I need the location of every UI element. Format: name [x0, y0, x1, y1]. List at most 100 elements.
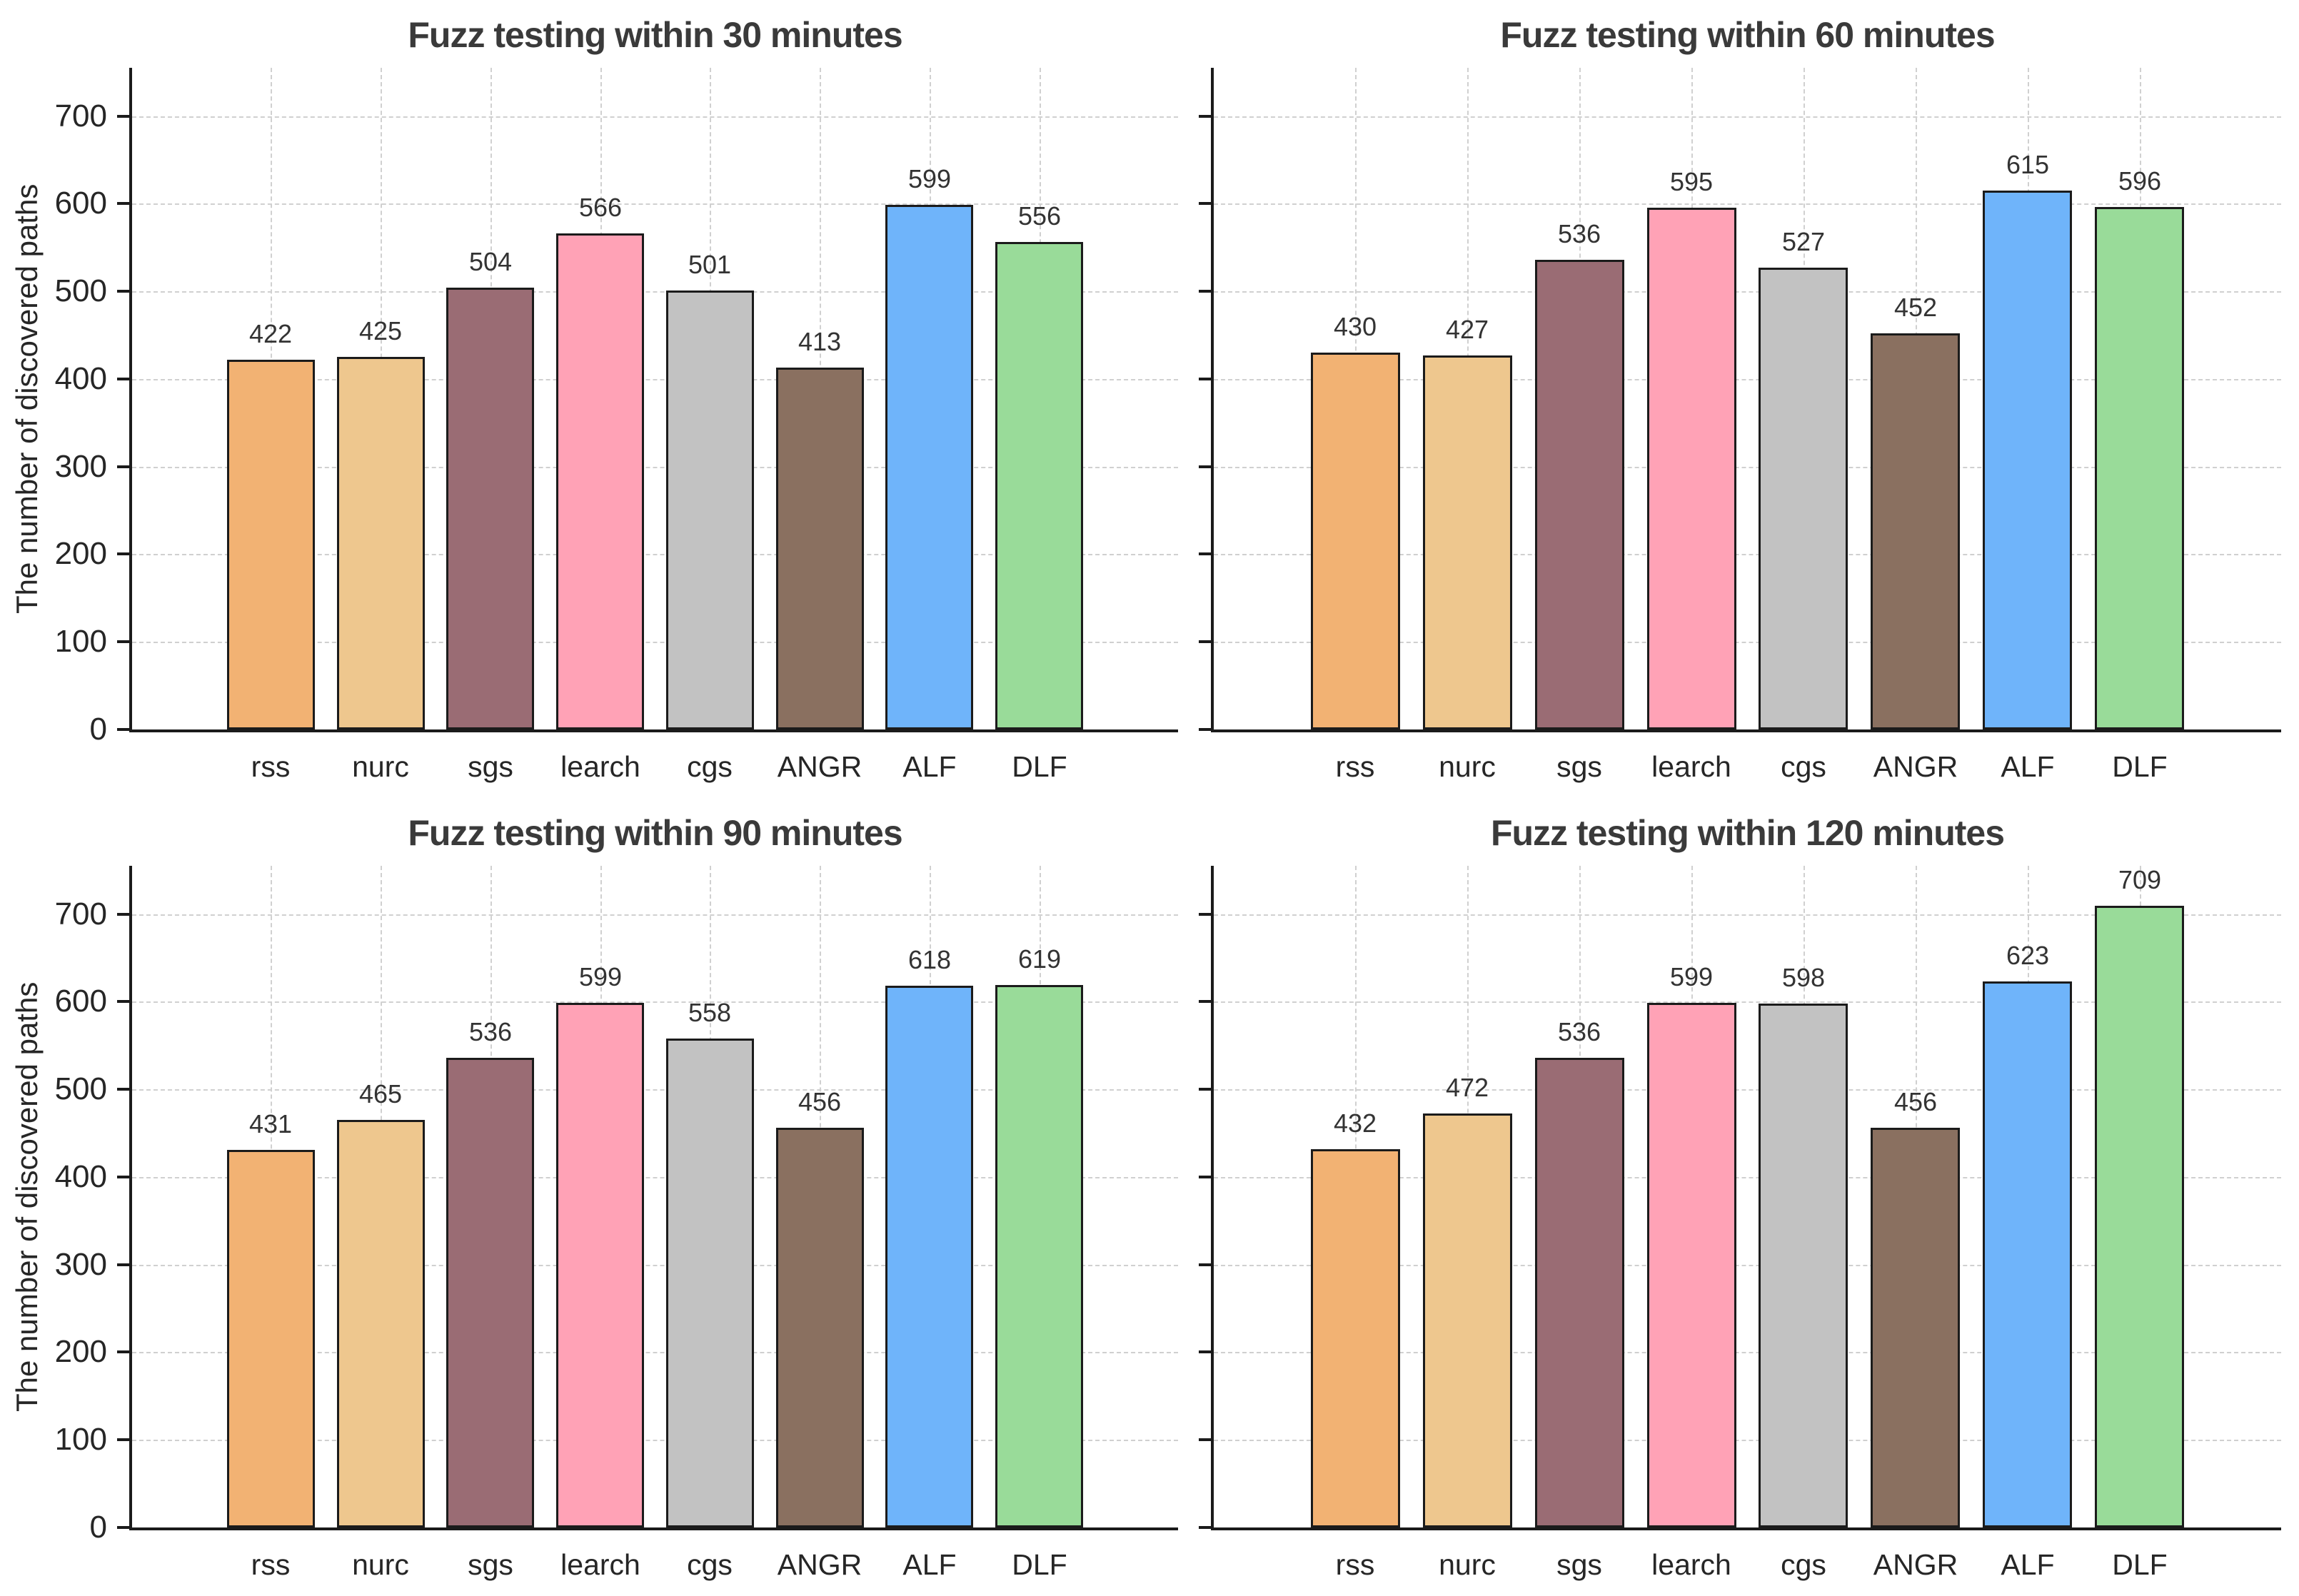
bar-DLF: [995, 242, 1083, 729]
bar-value-label: 501: [688, 250, 732, 279]
x-tick-label-cgs: cgs: [1781, 1548, 1826, 1581]
chart-title: Fuzz testing within 90 minutes: [408, 813, 902, 853]
x-tick-label-learch: learch: [560, 1548, 640, 1581]
y-tick-label: 500: [54, 1071, 107, 1107]
gridline-h: [1214, 1001, 2281, 1004]
x-axis-spine: [129, 1527, 1178, 1530]
bar-value-label: 709: [2118, 865, 2162, 894]
x-tick-label-DLF: DLF: [1012, 1548, 1067, 1581]
y-tick-label: 700: [54, 896, 107, 931]
x-tick-label-DLF: DLF: [2112, 1548, 2168, 1581]
x-axis-spine: [1211, 1527, 2281, 1530]
bar-value-label: 599: [578, 962, 623, 991]
plot-area: 422 425 504 566 501 413 599 556 0 100 200 300 400 500…: [0, 0, 1178, 798]
x-tick-label-learch: learch: [560, 750, 640, 783]
plot-area: 431 465 536 599 558 456 618 619 0 100 200 300 400 500…: [0, 798, 1178, 1596]
x-tick-label-ALF: ALF: [2001, 750, 2055, 783]
bar-cgs: [666, 291, 754, 729]
gridline-h: [132, 1440, 1178, 1442]
gridline-h: [132, 1176, 1178, 1178]
y-axis-label: The number of discovered paths: [10, 981, 44, 1412]
gridline-h: [1214, 1089, 2281, 1091]
y-axis-spine: [1211, 68, 1214, 732]
bar-value-label: 556: [1017, 201, 1062, 231]
x-tick-label-nurc: nurc: [352, 1548, 409, 1581]
gridline-h: [1214, 466, 2281, 468]
bar-value-label: 598: [1781, 963, 1826, 992]
bar-value-label: 504: [468, 247, 513, 276]
x-tick-label-DLF: DLF: [1012, 750, 1067, 783]
x-tick-label-cgs: cgs: [1781, 750, 1826, 783]
y-tick: [117, 1088, 129, 1091]
bar-DLF: [2095, 207, 2184, 729]
chart-title: Fuzz testing within 60 minutes: [1500, 15, 1995, 55]
y-tick-label: 400: [54, 1158, 107, 1194]
bar-ANGR: [776, 1128, 864, 1527]
bar-value-label: 623: [2006, 941, 2050, 970]
x-tick-label-ALF: ALF: [902, 1548, 957, 1581]
y-tick: [117, 465, 129, 468]
bar-ALF: [1983, 191, 2072, 729]
bar-value-label: 432: [1333, 1108, 1377, 1138]
x-axis-spine: [1211, 729, 2281, 732]
bar-sgs: [1535, 260, 1624, 729]
x-tick-label-ALF: ALF: [902, 750, 957, 783]
y-tick: [1199, 114, 1211, 118]
y-axis-spine: [129, 866, 132, 1530]
bar-value-label: 599: [1669, 962, 1714, 991]
bar-cgs: [1759, 1004, 1848, 1527]
chart-fuzz-30min: Fuzz testing within 30 minutes 422 425 504…: [0, 0, 1178, 798]
bar-sgs: [446, 288, 534, 729]
bar-rss: [227, 1150, 315, 1527]
gridline-h: [132, 466, 1178, 468]
plot-area: 430 427 536 595 527 452 615 596 rss nurc sgs learch…: [1150, 0, 2299, 798]
bar-ANGR: [776, 368, 864, 729]
y-tick: [117, 1438, 129, 1442]
x-tick-label-nurc: nurc: [1439, 1548, 1496, 1581]
y-tick: [1199, 1350, 1211, 1354]
y-tick: [117, 1000, 129, 1004]
y-tick: [117, 114, 129, 118]
bar-value-label: 595: [1669, 167, 1714, 196]
y-tick: [1199, 912, 1211, 916]
bar-nurc: [337, 1120, 425, 1527]
bar-ALF: [1983, 981, 2072, 1527]
chart-fuzz-120min: Fuzz testing within 120 minutes 432 472 53…: [1150, 798, 2299, 1596]
gridline-h: [132, 291, 1178, 293]
bar-value-label: 599: [907, 164, 952, 193]
x-tick-label-cgs: cgs: [687, 750, 733, 783]
gridline-h: [132, 914, 1178, 916]
bar-value-label: 527: [1781, 227, 1826, 256]
x-tick-label-learch: learch: [1651, 1548, 1731, 1581]
y-tick-label: 200: [54, 536, 107, 572]
bar-learch: [1647, 1003, 1736, 1527]
y-tick-label: 300: [54, 1246, 107, 1282]
gridline-h: [1214, 203, 2281, 206]
gridline-h: [132, 642, 1178, 644]
bar-rss: [227, 360, 315, 729]
x-tick-label-ANGR: ANGR: [1873, 1548, 1958, 1581]
bar-nurc: [1423, 1113, 1512, 1527]
y-tick: [1199, 290, 1211, 293]
bar-learch: [1647, 208, 1736, 729]
x-tick-label-sgs: sgs: [1556, 1548, 1602, 1581]
bar-nurc: [337, 357, 425, 729]
y-tick-label: 600: [54, 186, 107, 221]
y-tick: [1199, 552, 1211, 556]
bar-value-label: 430: [1333, 312, 1377, 341]
bar-value-label: 619: [1017, 944, 1062, 974]
x-tick-label-sgs: sgs: [468, 750, 513, 783]
x-tick-label-sgs: sgs: [1556, 750, 1602, 783]
gridline-h: [132, 1001, 1178, 1004]
bar-value-label: 536: [468, 1017, 513, 1046]
y-tick: [117, 1175, 129, 1178]
bar-value-label: 558: [688, 998, 732, 1027]
bar-nurc: [1423, 355, 1512, 729]
x-axis-spine: [129, 729, 1178, 732]
gridline-h: [1214, 378, 2281, 380]
y-tick: [117, 1526, 129, 1529]
y-axis-spine: [1211, 866, 1214, 1530]
y-tick: [1199, 1526, 1211, 1529]
y-tick: [117, 1350, 129, 1354]
